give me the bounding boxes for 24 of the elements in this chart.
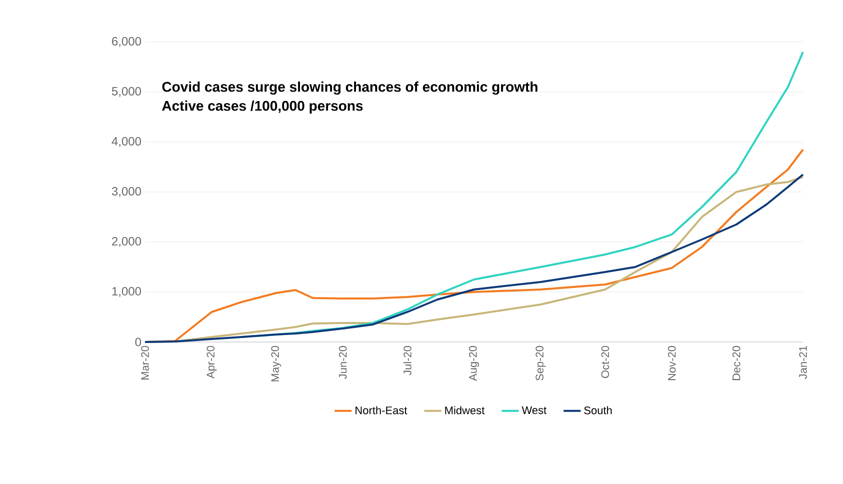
- x-tick-label: Aug-20: [469, 346, 479, 381]
- text: Active cases /100,000 persons: [162, 100, 363, 114]
- x-tick-label: May-20: [271, 346, 282, 382]
- y-tick-label: 4,000: [112, 137, 142, 147]
- legend-label: North-East: [356, 406, 408, 414]
- x-tick-label: Dec-20: [732, 346, 740, 380]
- legend-label: South: [584, 406, 612, 414]
- y-tick-label: 5,000: [112, 87, 142, 97]
- legend-label: West: [522, 406, 547, 414]
- text: Covid cases surge slowing chances of economic growth: [162, 82, 538, 95]
- legend-label: Midwest: [445, 406, 485, 414]
- x-tick-label: Jan-21: [799, 346, 807, 379]
- x-tick-label: Apr-20: [206, 346, 217, 379]
- x-tick-label: Sep-20: [536, 346, 546, 380]
- y-tick-label: 3,000: [112, 187, 142, 197]
- y-tick-label: 6,000: [112, 37, 142, 47]
- y-tick-label: 2,000: [112, 237, 142, 247]
- x-tick-label: Nov-20: [668, 346, 676, 380]
- y-tick-label: 0: [135, 338, 142, 346]
- x-tick-label: Oct-20: [601, 346, 610, 378]
- y-tick-label: 1,000: [112, 287, 142, 297]
- x-tick-label: Jun-20: [338, 346, 347, 379]
- x-tick-label: Mar-20: [141, 346, 149, 380]
- x-tick-label: Jul-20: [403, 346, 412, 376]
